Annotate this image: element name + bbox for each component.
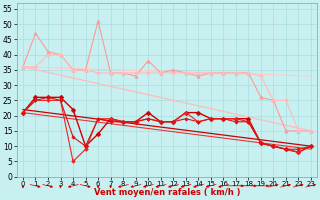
X-axis label: Vent moyen/en rafales ( km/h ): Vent moyen/en rafales ( km/h ) — [94, 188, 240, 197]
